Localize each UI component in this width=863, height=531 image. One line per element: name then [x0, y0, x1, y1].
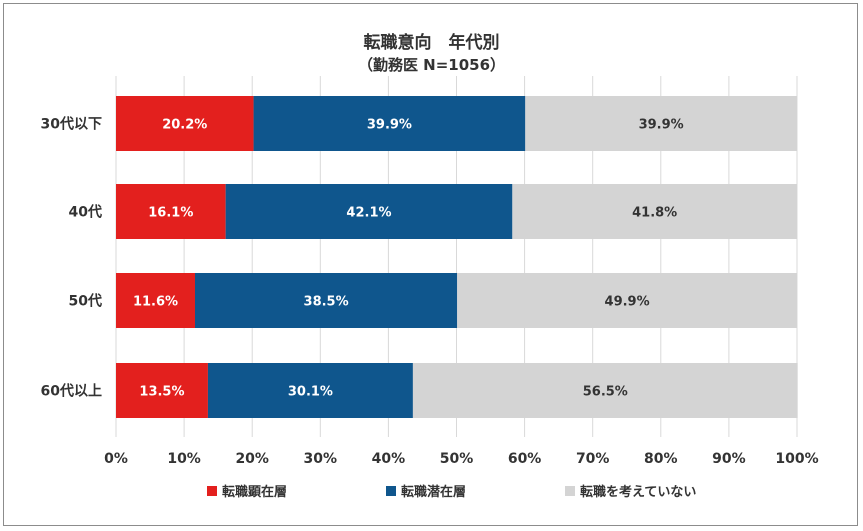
data-label: 16.1% [148, 206, 193, 221]
x-tick-label: 60% [508, 451, 542, 467]
category-label: 60代以上 [41, 383, 102, 400]
x-tick-label: 90% [712, 451, 746, 467]
x-tick-label: 30% [304, 451, 338, 467]
data-label: 56.5% [583, 385, 628, 400]
bar-segment [116, 96, 254, 151]
bar-segment [207, 363, 413, 418]
x-tick-label: 0% [104, 451, 128, 467]
x-tick-label: 100% [775, 451, 818, 467]
data-label: 13.5% [139, 385, 184, 400]
chart-frame [3, 3, 858, 526]
chart-subtitle: （勤務医 N=1056） [357, 56, 506, 74]
category-label: 30代以下 [41, 116, 102, 133]
category-label: 50代 [69, 293, 102, 310]
data-label: 11.6% [133, 295, 178, 310]
data-label: 42.1% [346, 206, 391, 221]
legend-swatch [565, 486, 575, 496]
data-label: 41.8% [632, 206, 677, 221]
data-label: 38.5% [304, 295, 349, 310]
x-tick-label: 70% [576, 451, 610, 467]
x-tick-label: 40% [372, 451, 406, 467]
x-tick-label: 20% [235, 451, 269, 467]
x-tick-label: 50% [440, 451, 474, 467]
bar-segment [116, 273, 195, 328]
bar-segment [512, 184, 797, 239]
category-labels: 30代以下 40代 50代 60代以上 [41, 116, 102, 400]
category-label: 40代 [69, 204, 102, 221]
legend-label: 転職を考えていない [580, 484, 696, 500]
bar-segment [525, 96, 797, 151]
bar-segment [412, 363, 798, 418]
chart-title: 転職意向 年代別 [363, 33, 500, 53]
bar-segment [253, 96, 526, 151]
data-label: 49.9% [605, 295, 650, 310]
bar-segment [194, 273, 458, 328]
legend-label: 転職顕在層 [222, 484, 287, 500]
bar-segment [457, 273, 797, 328]
bars: 20.2% 39.9% 39.9% 16.1% 42.1% 41.8% 11.6% 38.5%… [116, 96, 798, 418]
x-tick-label: 10% [167, 451, 201, 467]
data-label: 20.2% [162, 118, 207, 133]
legend: 転職顕在層 転職潜在層 転職を考えていない [207, 484, 696, 500]
legend-label: 転職潜在層 [401, 484, 466, 500]
data-label: 39.9% [639, 118, 684, 133]
legend-swatch [386, 486, 396, 496]
data-label: 30.1% [288, 385, 333, 400]
legend-swatch [207, 486, 217, 496]
x-tick-labels: 0% 10% 20% 30% 40% 50% 60% 70% 80% 90% 100% [104, 451, 819, 467]
data-label: 39.9% [367, 118, 412, 133]
bar-segment [116, 184, 226, 239]
x-tick-label: 80% [644, 451, 678, 467]
bar-segment [225, 184, 513, 239]
bar-segment [116, 363, 208, 418]
